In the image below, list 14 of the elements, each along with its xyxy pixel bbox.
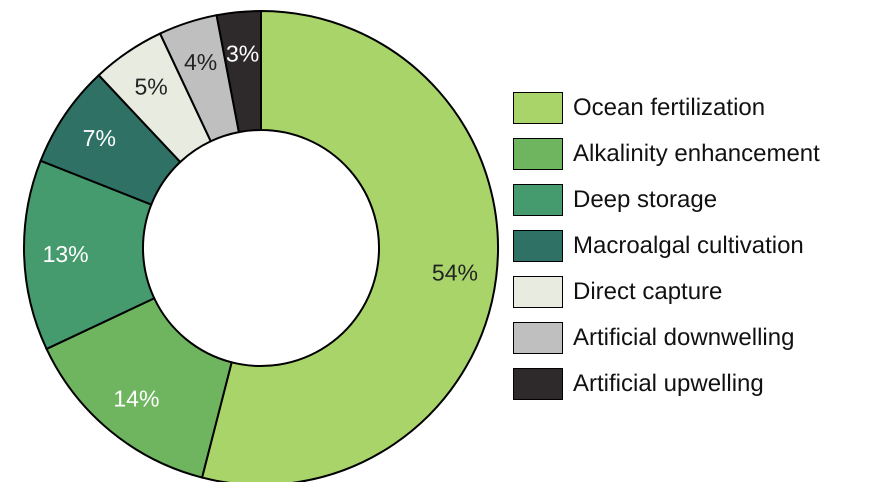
legend-label: Alkalinity enhancement [573,140,820,168]
legend-label: Artificial upwelling [573,370,764,398]
data-label: 5% [134,73,168,100]
data-label: 54% [432,260,478,286]
legend-label: Artificial downwelling [573,324,794,352]
data-label: 7% [82,125,116,152]
legend-label: Direct capture [573,278,722,306]
legend-label: Ocean fertilization [573,94,766,122]
data-label: 4% [184,49,218,76]
data-label: 14% [113,386,160,412]
legend-label: Deep storage [573,186,718,214]
data-label: 3% [226,40,260,66]
legend-label: Macroalgal cultivation [573,232,804,260]
data-label: 13% [42,241,89,268]
